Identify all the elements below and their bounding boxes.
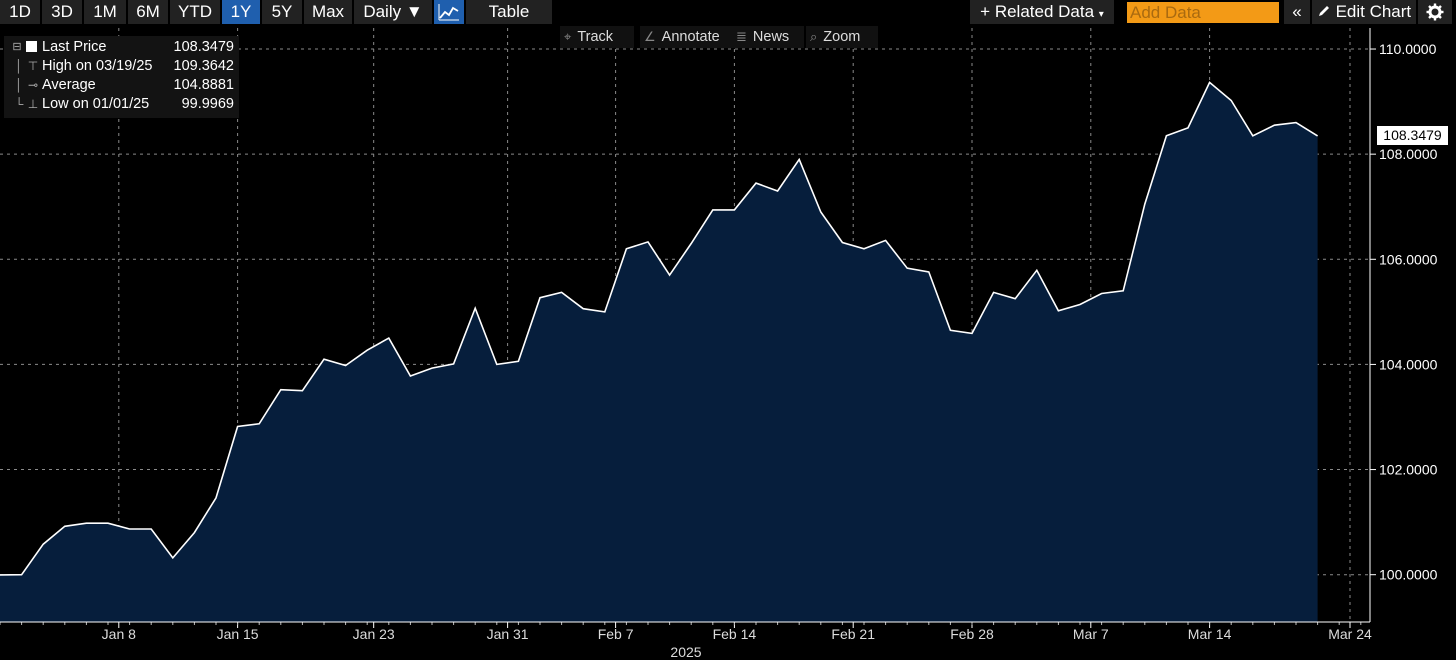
collapse-button[interactable]: « — [1284, 0, 1310, 24]
y-tick-label: 102.0000 — [1379, 462, 1438, 478]
plus-icon: + — [980, 2, 991, 21]
track-label: Track — [577, 29, 614, 45]
settings-button[interactable] — [1418, 0, 1452, 24]
average-label: Average — [42, 77, 96, 93]
double-chevron-left-icon: « — [1292, 2, 1302, 21]
x-tick-label: Jan 31 — [487, 626, 529, 642]
last-price-swatch — [26, 41, 37, 52]
last-price-tag: 108.3479 — [1377, 126, 1448, 146]
y-tick-label: 106.0000 — [1379, 251, 1438, 267]
zoom-tool[interactable]: ⌕ Zoom — [806, 26, 878, 48]
x-tick-label: Feb 21 — [831, 626, 875, 642]
crosshair-icon: ⌖ — [564, 29, 572, 44]
y-tick-label: 108.0000 — [1379, 146, 1438, 162]
legend-last-price[interactable]: ⊟ Last Price 108.3479 — [4, 38, 239, 56]
track-tool[interactable]: ⌖ Track — [560, 26, 634, 48]
average-marker-icon: ⊸ — [27, 78, 39, 92]
line-chart-button[interactable] — [434, 0, 464, 24]
legend-average[interactable]: │ ⊸ Average 104.8881 — [4, 76, 239, 94]
add-data-input[interactable] — [1127, 2, 1279, 23]
x-tick-label: Mar 14 — [1188, 626, 1232, 642]
x-tick-label: Feb 14 — [713, 626, 757, 642]
toolbar: 1D 3D 1M 6M YTD 1Y 5Y Max Daily ▼ Table … — [0, 0, 1456, 25]
x-tick-label: Feb 28 — [950, 626, 994, 642]
range-max-button[interactable]: Max — [304, 0, 352, 24]
price-area — [0, 82, 1318, 622]
collapse-box-icon: ⊟ — [12, 41, 22, 53]
range-1y-button[interactable]: 1Y — [222, 0, 260, 24]
pencil-line-icon: ∠ — [644, 29, 656, 44]
x-tick-label: Jan 23 — [353, 626, 395, 642]
average-value: 104.8881 — [173, 77, 234, 93]
last-price-label: Last Price — [42, 39, 107, 55]
range-3d-button[interactable]: 3D — [42, 0, 82, 24]
related-data-button[interactable]: + Related Data ▾ — [970, 0, 1114, 24]
edit-chart-label: Edit Chart — [1335, 2, 1412, 21]
line-chart-icon — [438, 4, 459, 21]
chart-legend: ⊟ Last Price 108.3479 │ ⊤ High on 03/19/… — [4, 36, 239, 118]
legend-low[interactable]: └ ⊥ Low on 01/01/25 99.9969 — [4, 95, 239, 113]
range-1d-button[interactable]: 1D — [0, 0, 40, 24]
frequency-dropdown[interactable]: Daily ▼ — [354, 0, 432, 24]
tree-end-icon: └ — [14, 97, 24, 111]
table-button[interactable]: Table — [466, 0, 552, 24]
x-tick-label: Feb 7 — [598, 626, 634, 642]
low-label: Low on 01/01/25 — [42, 96, 150, 112]
news-label: News — [752, 29, 790, 45]
low-value: 99.9969 — [181, 96, 234, 112]
price-line — [0, 81, 1319, 576]
range-5y-button[interactable]: 5Y — [262, 0, 302, 24]
annotate-label: Annotate — [661, 29, 720, 45]
news-icon: ≣ — [736, 29, 747, 44]
magnifier-icon: ⌕ — [810, 29, 818, 44]
pencil-icon — [1318, 6, 1329, 16]
edit-chart-button[interactable]: Edit Chart — [1312, 0, 1416, 24]
y-tick-label: 110.0000 — [1379, 41, 1437, 57]
x-tick-label: Mar 7 — [1073, 626, 1109, 642]
high-value: 109.3642 — [173, 58, 234, 74]
y-tick-label: 104.0000 — [1379, 356, 1438, 372]
tree-line-icon: │ — [15, 78, 23, 92]
annotate-tool[interactable]: ∠ Annotate — [640, 26, 732, 48]
last-price-value: 108.3479 — [173, 39, 234, 55]
x-axis-title: 2025 — [670, 644, 701, 660]
high-label: High on 03/19/25 — [42, 58, 153, 74]
tree-line-icon: │ — [15, 59, 23, 73]
news-tool[interactable]: ≣ News — [732, 26, 804, 48]
x-tick-label: Jan 8 — [102, 626, 136, 642]
legend-high[interactable]: │ ⊤ High on 03/19/25 109.3642 — [4, 57, 239, 75]
range-6m-button[interactable]: 6M — [128, 0, 168, 24]
high-marker-icon: ⊤ — [27, 59, 39, 73]
y-tick-label: 100.0000 — [1379, 567, 1438, 583]
range-1m-button[interactable]: 1M — [84, 0, 126, 24]
x-tick-label: Jan 15 — [217, 626, 259, 642]
zoom-label: Zoom — [823, 29, 861, 45]
low-marker-icon: ⊥ — [27, 97, 39, 111]
range-ytd-button[interactable]: YTD — [170, 0, 220, 24]
caret-down-icon: ▾ — [1098, 9, 1104, 20]
x-tick-label: Mar 24 — [1328, 626, 1372, 642]
related-data-label: Related Data — [994, 2, 1095, 21]
gear-icon — [1426, 3, 1444, 21]
